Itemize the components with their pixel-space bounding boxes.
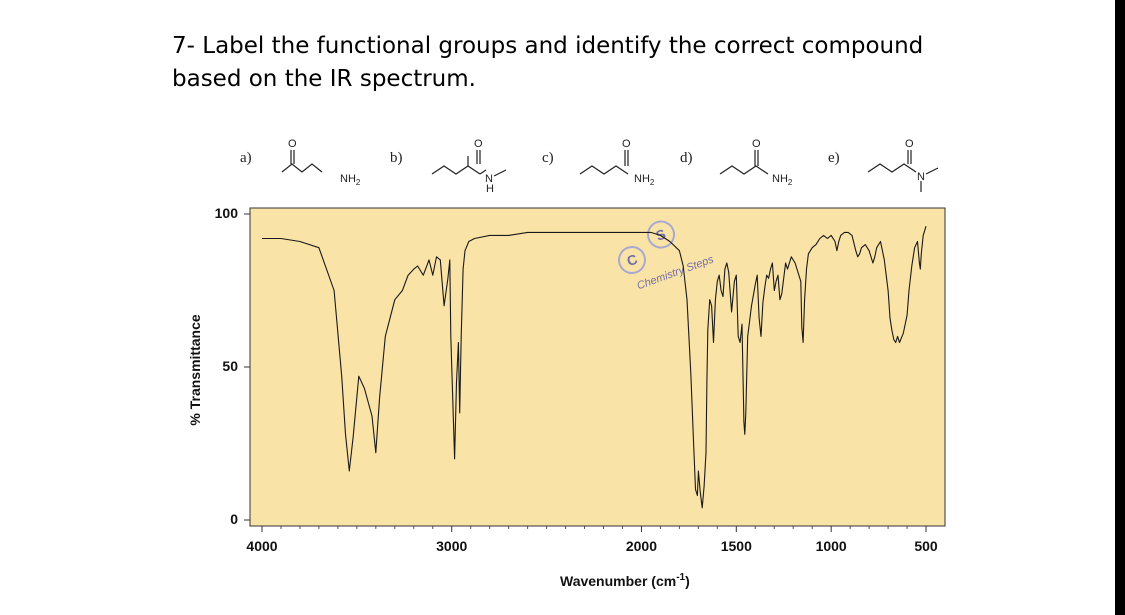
- x-tick-label: 2000: [626, 538, 657, 554]
- compound-e-letter: e): [828, 150, 840, 166]
- x-tick-labels: 4000 3000 2000 1500 1000 500: [246, 538, 937, 554]
- compound-e-nitrogen: N: [917, 171, 925, 183]
- right-edge-bar: [1115, 0, 1125, 615]
- compound-b-letter: b): [390, 150, 403, 166]
- compound-c-amine: NH2: [634, 173, 655, 187]
- x-axis-title: Wavenumber (cm-1): [560, 572, 690, 589]
- plot-area: [250, 208, 945, 526]
- compound-c-letter: c): [542, 150, 554, 166]
- compound-b-nitrogen: N: [485, 173, 493, 185]
- x-tick-label: 500: [914, 538, 938, 554]
- y-tick-label: 0: [230, 511, 238, 527]
- y-axis-title: % Transmittance: [187, 314, 203, 425]
- compound-b: b) O N H: [390, 138, 507, 195]
- compound-a-skeleton: [281, 163, 323, 173]
- question-text: 7- Label the functional groups and ident…: [172, 30, 992, 96]
- compound-a: a) O NH2: [240, 138, 361, 187]
- compound-d-letter: d): [680, 150, 693, 166]
- question-body: Label the functional groups and identify…: [172, 33, 924, 92]
- x-tick-label: 3000: [436, 538, 467, 554]
- x-axis-title-text: Wavenumber (cm: [560, 573, 676, 589]
- watermark-badge-s: [647, 220, 676, 249]
- compound-d-amine: NH2: [772, 173, 793, 187]
- compound-c: c) O NH2: [542, 138, 655, 187]
- y-tick-labels: 0 50 100: [215, 205, 239, 527]
- compound-d: d) O NH2: [680, 138, 793, 187]
- compound-a-amine: NH2: [340, 173, 361, 187]
- compound-b-hydrogen: H: [486, 183, 494, 195]
- compound-d-skeleton: [719, 165, 769, 175]
- compound-a-letter: a): [240, 150, 252, 166]
- x-tick-label: 1000: [816, 538, 847, 554]
- y-tick-label: 50: [222, 358, 238, 374]
- compound-b-oxygen: O: [474, 138, 483, 150]
- compound-d-oxygen: O: [752, 138, 761, 150]
- compound-e-skeleton: [867, 163, 917, 173]
- spectrum-trace: [262, 226, 927, 509]
- compound-c-oxygen: O: [622, 138, 631, 150]
- compound-a-oxygen: O: [288, 138, 297, 150]
- y-tick-label: 100: [215, 205, 239, 221]
- compound-c-skeleton: [579, 165, 629, 175]
- compound-b-skeleton: [431, 165, 481, 175]
- question-number: 7-: [172, 33, 195, 59]
- watermark-badge-c: [618, 246, 646, 274]
- plot-frame: [249, 207, 946, 527]
- x-axis-title-exponent: -1: [676, 572, 685, 583]
- compound-e: e) O N: [828, 138, 939, 192]
- x-tick-label: 4000: [246, 538, 277, 554]
- x-tick-label: 1500: [721, 538, 752, 554]
- x-axis-title-close: ): [685, 573, 690, 589]
- compound-e-oxygen: O: [905, 138, 914, 150]
